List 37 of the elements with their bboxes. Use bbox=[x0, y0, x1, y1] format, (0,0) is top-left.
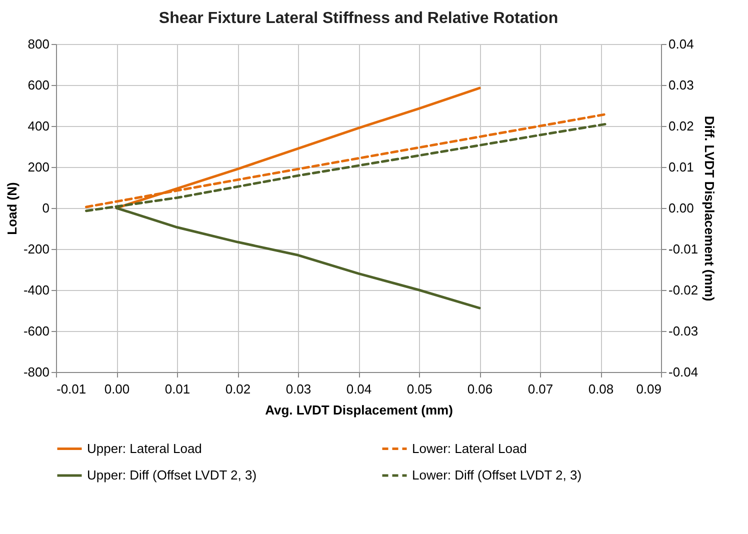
x-tick-label: 0.03 bbox=[286, 382, 312, 396]
y-tick-label: -200 bbox=[23, 242, 50, 256]
x-tick-label: 0.06 bbox=[467, 382, 493, 396]
y2-tick-label: 0.03 bbox=[668, 78, 694, 92]
y2-tick-label: 0.00 bbox=[668, 200, 694, 216]
x-tick-label: 0.05 bbox=[406, 382, 432, 396]
y2-tick-label: 0.02 bbox=[668, 118, 694, 134]
y-axis-title: Load (N) bbox=[4, 182, 20, 235]
y2-tick-label: 0.01 bbox=[668, 160, 694, 174]
x-tick-label: -0.01 bbox=[56, 382, 86, 396]
x-tick-label: 0.01 bbox=[164, 382, 190, 396]
y-tick-label: 200 bbox=[28, 160, 50, 174]
x-tick-label: 0.07 bbox=[528, 382, 554, 396]
y2-tick-label: -0.01 bbox=[668, 242, 698, 256]
y2-tick-label: -0.04 bbox=[668, 364, 698, 380]
legend-label: Upper: Diff (Offset LVDT 2, 3) bbox=[87, 468, 257, 482]
y-tick-label: -800 bbox=[23, 364, 50, 380]
x-axis-title: Avg. LVDT Displacement (mm) bbox=[265, 402, 453, 418]
legend-label: Lower: Lateral Load bbox=[412, 440, 527, 456]
x-tick-label: 0.09 bbox=[636, 382, 662, 396]
x-tick-label: 0.04 bbox=[346, 382, 372, 396]
legend-label: Lower: Diff (Offset LVDT 2, 3) bbox=[412, 468, 582, 482]
x-tick-label: 0.00 bbox=[104, 382, 130, 396]
y-tick-label: -400 bbox=[23, 282, 50, 298]
y2-tick-label: -0.03 bbox=[668, 324, 698, 338]
legend-label: Upper: Lateral Load bbox=[87, 440, 202, 456]
x-tick-label: 0.02 bbox=[225, 382, 251, 396]
y-tick-label: 600 bbox=[28, 78, 50, 92]
y-tick-label: 0 bbox=[42, 200, 50, 216]
y-tick-label: -600 bbox=[23, 324, 50, 338]
y2-tick-label: 0.04 bbox=[668, 36, 694, 52]
chart-title: Shear Fixture Lateral Stiffness and Relative Rotation bbox=[158, 10, 558, 27]
x-tick-label: 0.08 bbox=[588, 382, 614, 396]
y2-tick-label: -0.02 bbox=[668, 282, 698, 298]
y-tick-label: 400 bbox=[28, 118, 50, 134]
y2-axis-title: Diff. LVDT Displacement (mm) bbox=[702, 116, 718, 302]
y-tick-label: 800 bbox=[28, 36, 50, 52]
